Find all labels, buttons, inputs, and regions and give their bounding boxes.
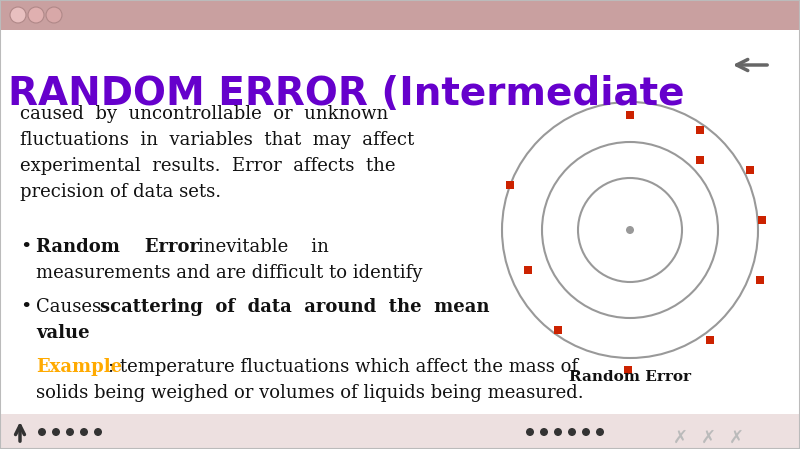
Circle shape xyxy=(554,428,562,436)
Text: Causes: Causes xyxy=(36,298,107,316)
Text: ✗: ✗ xyxy=(673,429,687,447)
Circle shape xyxy=(568,428,576,436)
Text: Example: Example xyxy=(36,358,122,376)
Circle shape xyxy=(94,428,102,436)
Text: •: • xyxy=(20,238,31,256)
Circle shape xyxy=(66,428,74,436)
Text: precision of data sets.: precision of data sets. xyxy=(20,183,221,201)
Text: Random Error: Random Error xyxy=(569,370,691,384)
Text: experimental  results.  Error  affects  the: experimental results. Error affects the xyxy=(20,157,395,175)
Circle shape xyxy=(626,226,634,234)
Text: solids being weighed or volumes of liquids being measured.: solids being weighed or volumes of liqui… xyxy=(36,384,584,402)
Text: ✗: ✗ xyxy=(701,429,715,447)
Circle shape xyxy=(38,428,46,436)
Text: ✗: ✗ xyxy=(729,429,743,447)
Circle shape xyxy=(582,428,590,436)
Bar xyxy=(0,414,800,449)
Text: value: value xyxy=(36,324,90,342)
Circle shape xyxy=(596,428,604,436)
Bar xyxy=(0,0,800,30)
Circle shape xyxy=(80,428,88,436)
Text: scattering  of  data  around  the  mean: scattering of data around the mean xyxy=(100,298,490,316)
Text: inevitable    in: inevitable in xyxy=(175,238,329,256)
Text: fluctuations  in  variables  that  may  affect: fluctuations in variables that may affec… xyxy=(20,131,414,149)
Text: RANDOM ERROR (Intermediate: RANDOM ERROR (Intermediate xyxy=(8,75,685,113)
Text: : temperature fluctuations which affect the mass of: : temperature fluctuations which affect … xyxy=(108,358,578,376)
Circle shape xyxy=(540,428,548,436)
Circle shape xyxy=(28,7,44,23)
Circle shape xyxy=(52,428,60,436)
Circle shape xyxy=(526,428,534,436)
Text: measurements and are difficult to identify: measurements and are difficult to identi… xyxy=(36,264,422,282)
Circle shape xyxy=(10,7,26,23)
Circle shape xyxy=(46,7,62,23)
Text: •: • xyxy=(20,298,31,316)
Text: Random    Error: Random Error xyxy=(36,238,199,256)
Text: caused  by  uncontrollable  or  unknown: caused by uncontrollable or unknown xyxy=(20,105,388,123)
